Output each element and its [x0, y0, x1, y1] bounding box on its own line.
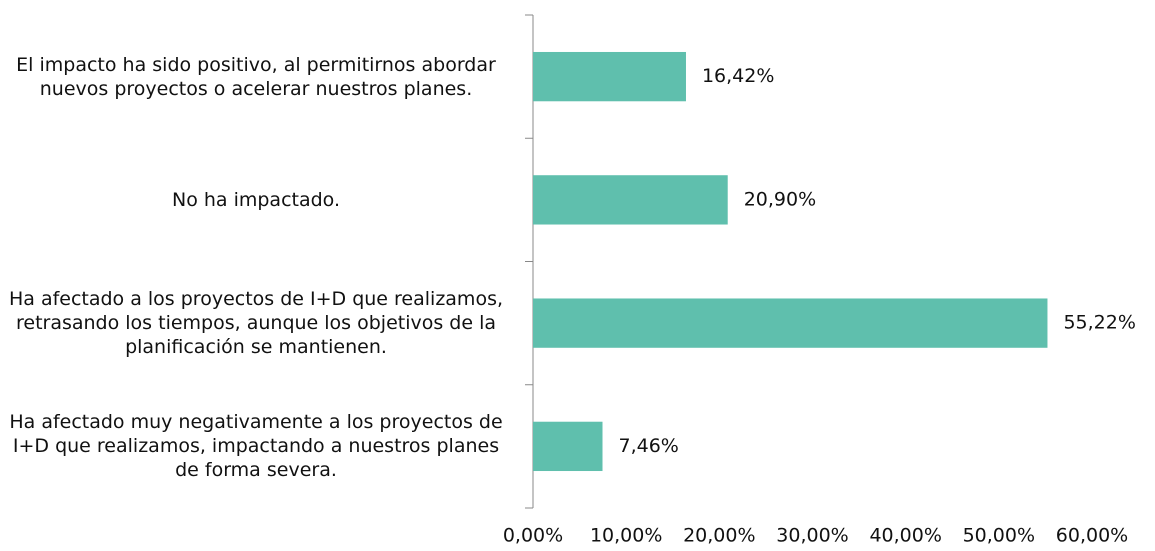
bar: [533, 298, 1048, 348]
x-tick-label: 20,00%: [683, 525, 755, 547]
x-tick-label: 50,00%: [963, 525, 1035, 547]
bar: [533, 175, 728, 225]
category-label: Ha afectado muy negativamente a los proy…: [0, 410, 512, 482]
category-label: No ha impactado.: [0, 188, 512, 212]
category-text: El impacto ha sido positivo, al permitir…: [16, 53, 496, 100]
bar: [533, 421, 603, 472]
value-label: 55,22%: [1063, 312, 1135, 334]
x-tick-label: 30,00%: [776, 525, 848, 547]
category-text: Ha afectado a los proyectos de I+D que r…: [8, 288, 504, 359]
value-label: 7,46%: [619, 435, 679, 457]
x-tick-label: 60,00%: [1056, 525, 1128, 547]
category-label: El impacto ha sido positivo, al permitir…: [0, 53, 512, 101]
bar: [533, 51, 686, 102]
value-label: 16,42%: [702, 65, 774, 87]
category-text: Ha afectado muy negativamente a los proy…: [9, 411, 503, 482]
category-text: No ha impactado.: [171, 188, 341, 211]
x-tick-label: 40,00%: [869, 525, 941, 547]
category-label: Ha afectado a los proyectos de I+D que r…: [0, 287, 512, 359]
x-tick-label: 10,00%: [590, 525, 662, 547]
value-label: 20,90%: [744, 188, 816, 210]
x-tick-label: 0,00%: [503, 525, 563, 547]
